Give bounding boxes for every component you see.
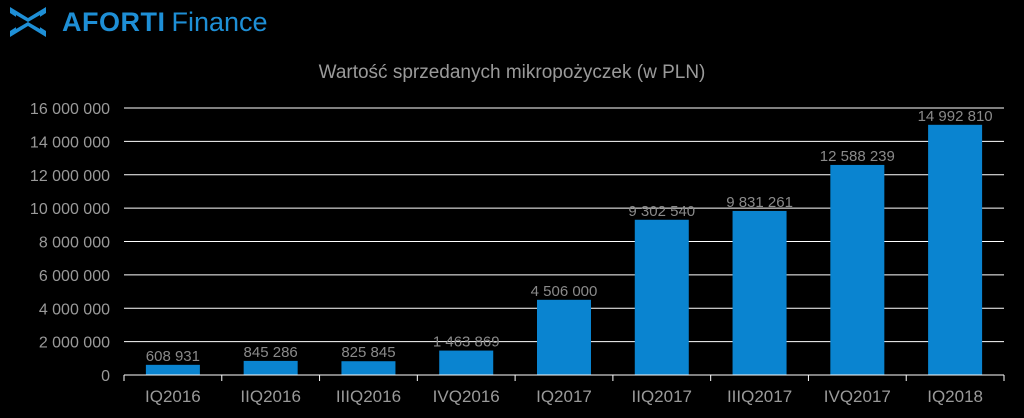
bar	[634, 219, 689, 375]
data-label: 825 845	[341, 344, 395, 361]
data-label: 1 463 869	[433, 334, 500, 351]
x-tick-label: IQ2017	[536, 387, 592, 406]
x-tick-label: IIIQ2017	[727, 387, 792, 406]
brand-name: AFORTI	[62, 7, 166, 37]
bar	[145, 364, 200, 375]
brand-logo: AFORTI Finance	[8, 4, 268, 40]
y-tick-label: 4 000 000	[39, 301, 110, 318]
x-tick-label: IIQ2016	[240, 387, 301, 406]
y-tick-label: 14 000 000	[30, 134, 110, 151]
y-tick-label: 16 000 000	[30, 101, 110, 118]
bar	[928, 124, 983, 375]
data-label: 14 992 810	[918, 108, 993, 125]
y-tick-label: 2 000 000	[39, 335, 110, 352]
data-label: 845 286	[244, 344, 298, 361]
data-label: 608 931	[146, 348, 200, 365]
x-tick-label: IQ2018	[927, 387, 983, 406]
x-tick-label: IQ2016	[145, 387, 201, 406]
y-tick-label: 10 000 000	[30, 201, 110, 218]
bar	[439, 350, 494, 375]
aforti-logo-icon	[10, 7, 46, 37]
x-tick-label: IVQ2016	[433, 387, 500, 406]
bar	[537, 299, 591, 375]
y-tick-label: 8 000 000	[39, 235, 110, 252]
brand-subtitle: Finance	[171, 7, 268, 37]
data-label: 9 831 261	[726, 194, 793, 211]
y-tick-label: 6 000 000	[39, 268, 110, 285]
bar	[341, 361, 396, 375]
x-tick-label: IIQ2017	[632, 387, 693, 406]
bar	[243, 360, 298, 375]
data-label: 12 588 239	[820, 148, 895, 165]
x-tick-label: IVQ2017	[824, 387, 891, 406]
bar	[830, 164, 885, 375]
x-tick-label: IIIQ2016	[336, 387, 401, 406]
chart-title: Wartość sprzedanych mikropożyczek (w PLN…	[318, 62, 706, 83]
y-tick-label: 0	[101, 368, 110, 385]
bar	[732, 210, 787, 375]
y-tick-label: 12 000 000	[30, 168, 110, 185]
data-label: 9 302 540	[628, 203, 695, 220]
data-label: 4 506 000	[531, 283, 598, 300]
